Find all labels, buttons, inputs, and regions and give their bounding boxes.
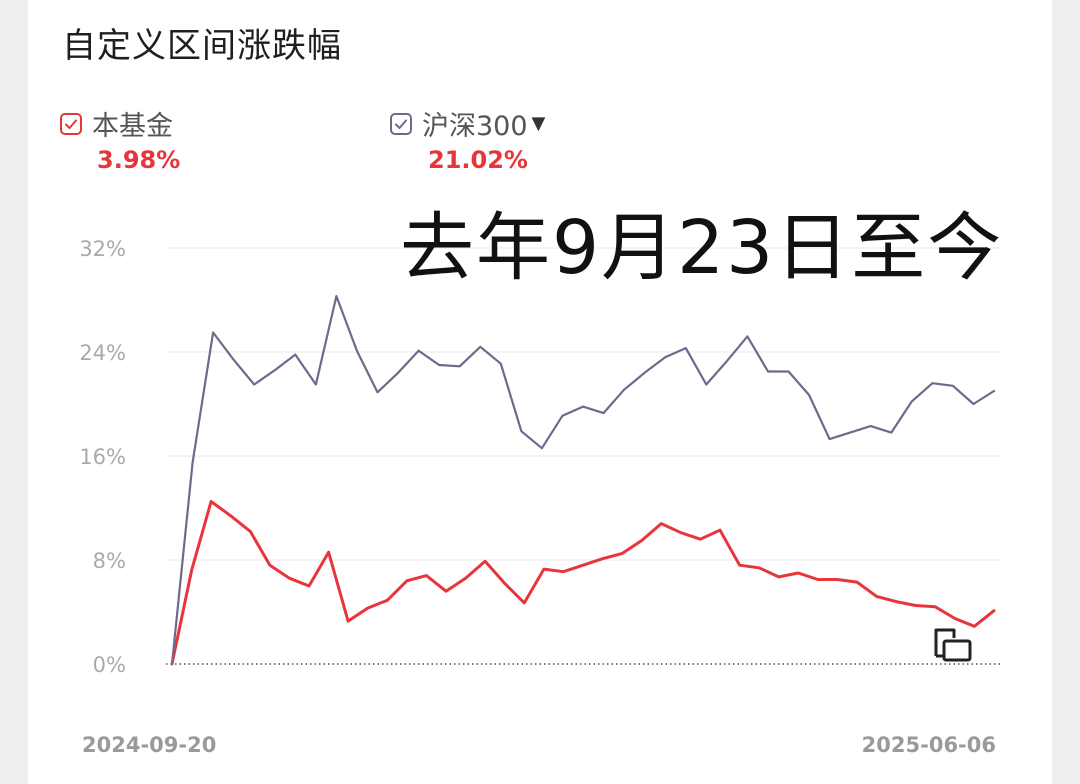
checkbox-checked-icon[interactable] bbox=[390, 112, 412, 135]
series-line-fund bbox=[170, 500, 996, 666]
y-tick-label: 0% bbox=[93, 653, 126, 677]
x-tick-label: 2025-06-06 bbox=[862, 733, 996, 757]
checkbox-checked-icon[interactable] bbox=[60, 112, 82, 135]
legend-value-fund: 3.98% bbox=[97, 146, 181, 174]
overlay-caption: 去年9月23日至今 bbox=[400, 205, 1004, 291]
y-tick-label: 24% bbox=[79, 341, 126, 365]
legend-item-index[interactable]: 沪深300 ▼ bbox=[390, 104, 545, 143]
y-tick-label: 16% bbox=[79, 445, 126, 469]
page-title: 自定义区间涨跌幅 bbox=[62, 26, 342, 66]
chart-card bbox=[28, 0, 1052, 784]
x-tick-label: 2024-09-20 bbox=[82, 733, 216, 757]
y-tick-label: 32% bbox=[79, 237, 126, 261]
legend-label-index: 沪深300 bbox=[422, 111, 528, 142]
y-tick-label: 8% bbox=[93, 549, 126, 573]
legend-item-fund[interactable]: 本基金 bbox=[60, 104, 173, 143]
legend-label-fund: 本基金 bbox=[92, 111, 173, 142]
legend-value-index: 21.02% bbox=[428, 146, 528, 174]
screenshot-icon[interactable] bbox=[932, 626, 974, 664]
series-line-index bbox=[170, 295, 996, 666]
caret-down-icon[interactable]: ▼ bbox=[531, 113, 546, 134]
